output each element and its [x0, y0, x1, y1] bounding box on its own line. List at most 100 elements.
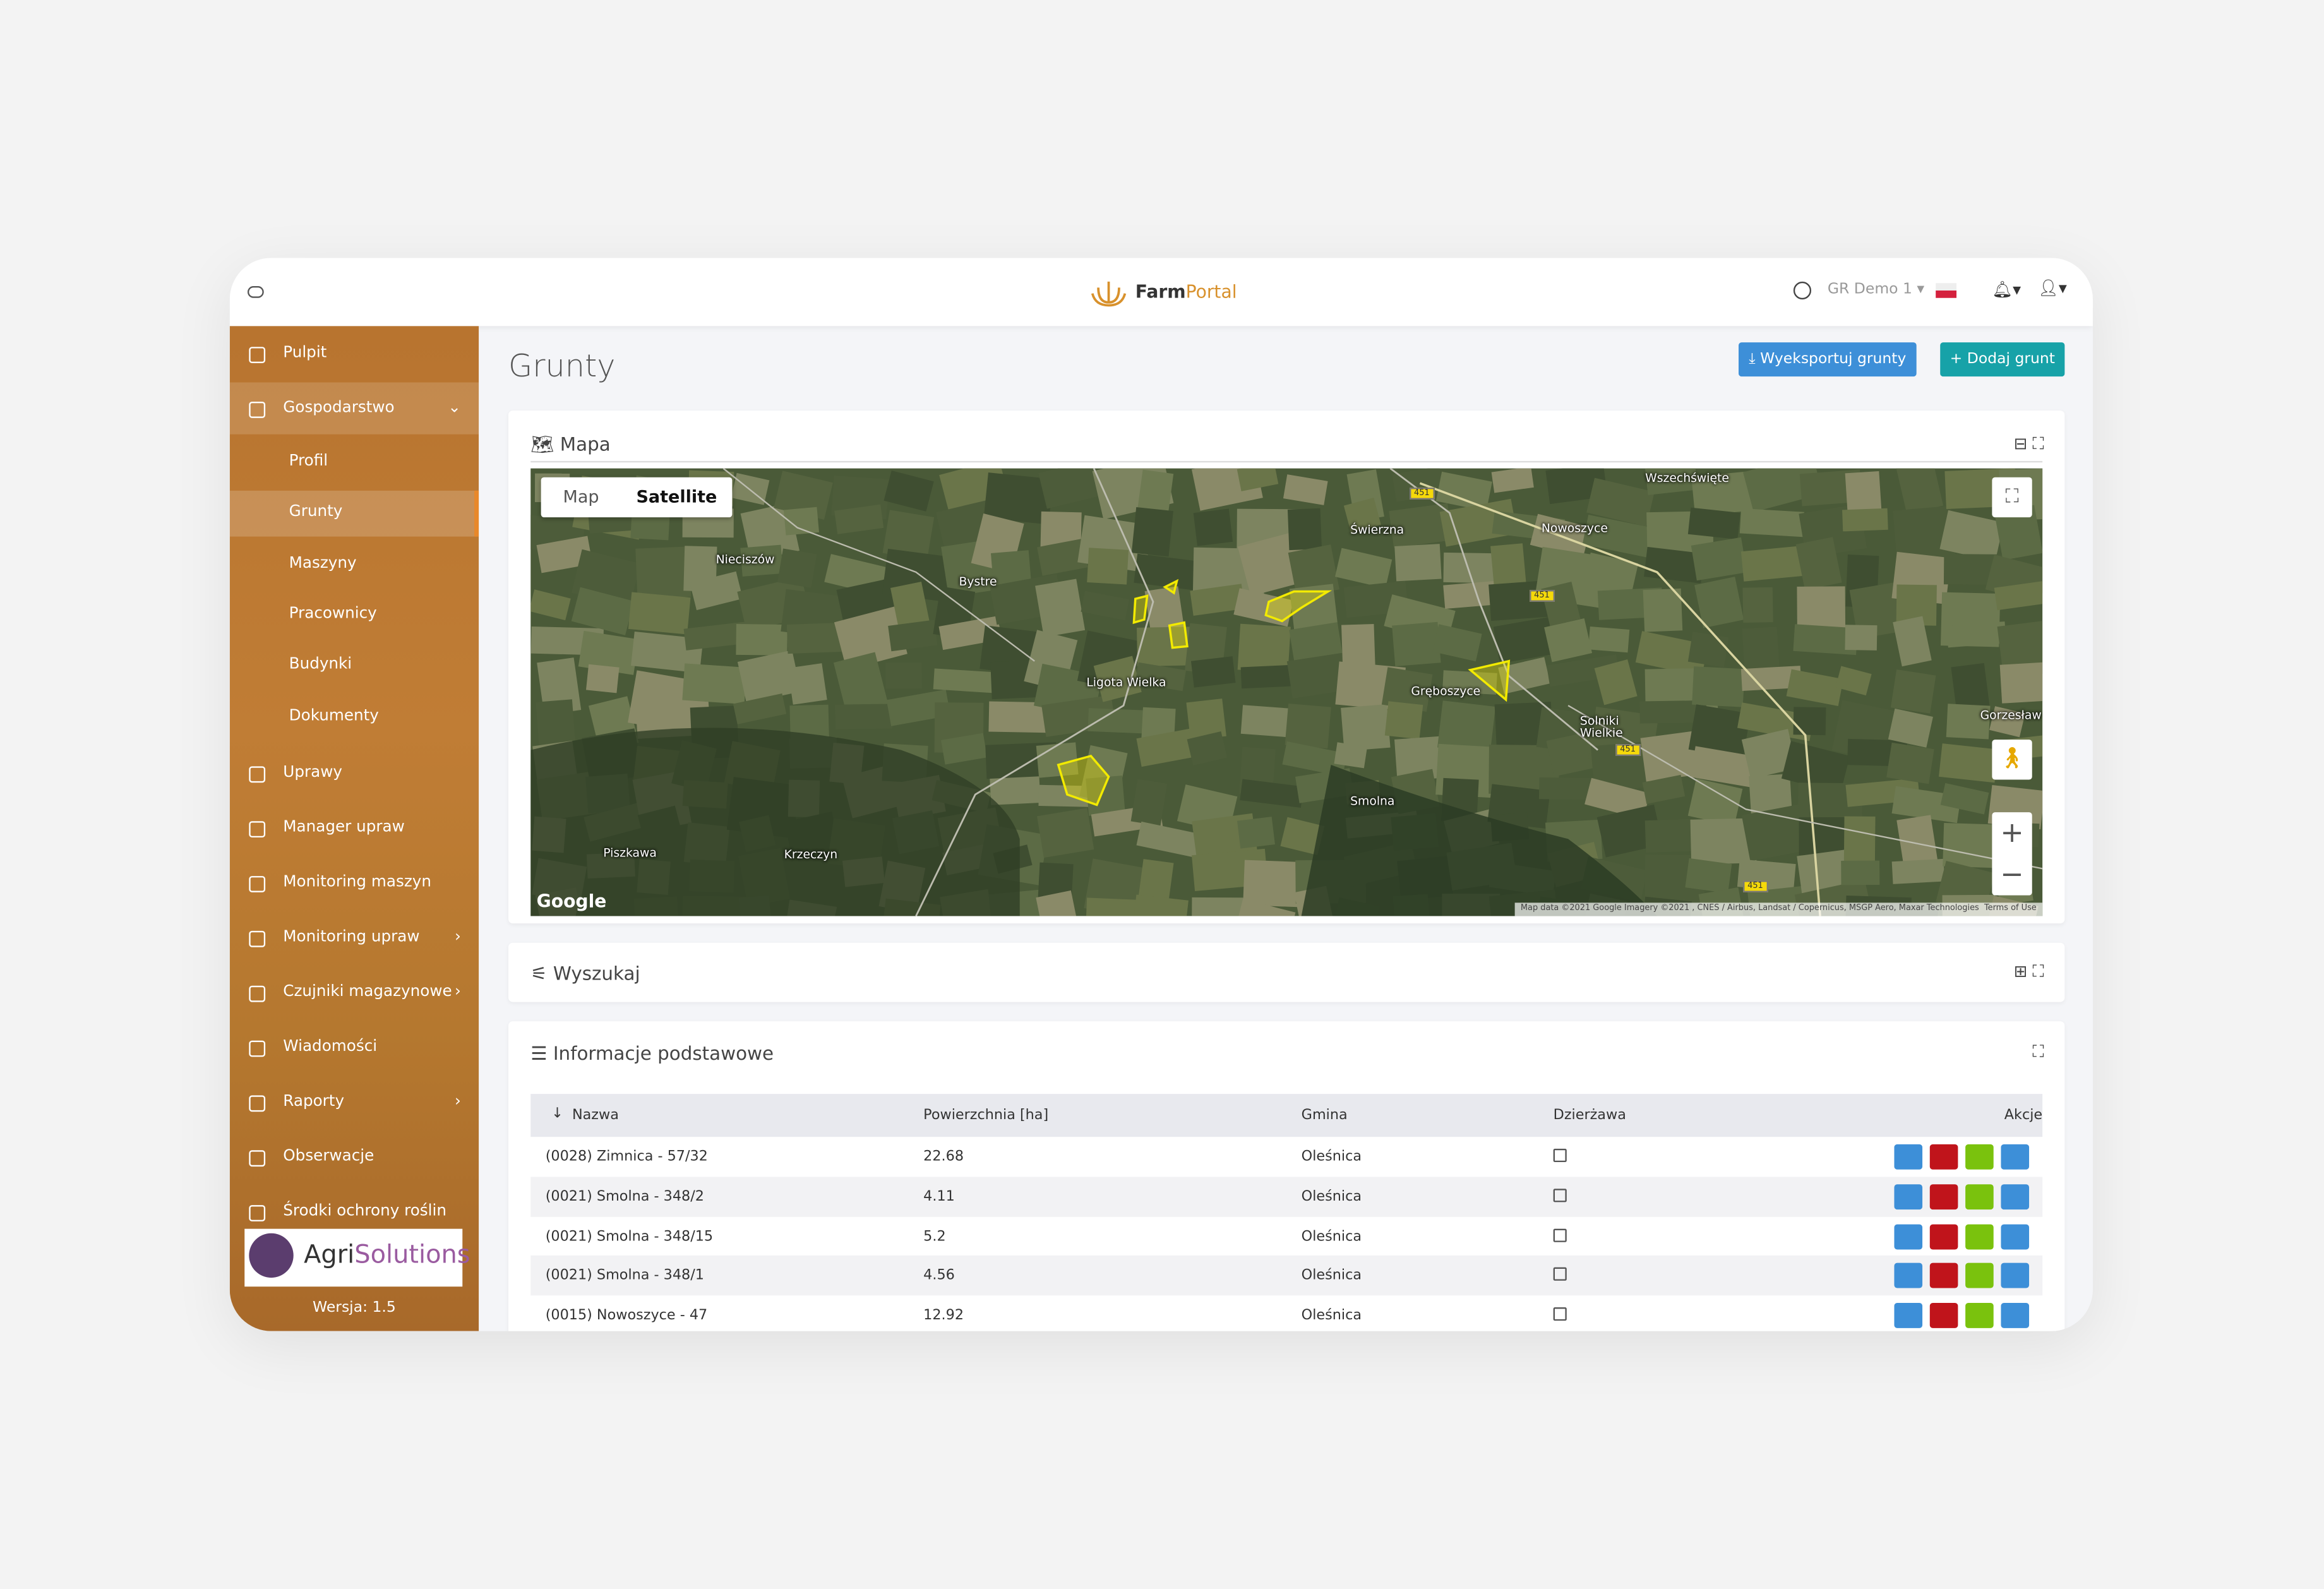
field: [1888, 708, 1933, 748]
field: [1439, 498, 1518, 547]
parcels[interactable]: [1057, 579, 1511, 806]
field: [1240, 779, 1304, 808]
search-controls[interactable]: ⊞ ⛶: [2013, 962, 2044, 981]
field: [1186, 699, 1226, 741]
column-header[interactable]: Powierzchnia [ha]: [923, 1107, 1049, 1124]
field: [1341, 704, 1391, 752]
flag[interactable]: [1936, 283, 1957, 298]
menu-label: Grunty: [289, 503, 343, 521]
menu-icon: [249, 402, 266, 418]
table-cell: Oleśnica: [1301, 1268, 1362, 1285]
zoom-control[interactable]: + −: [1992, 812, 2032, 896]
field: [1687, 632, 1729, 668]
field: [1191, 897, 1253, 916]
column-header[interactable]: Dzierżawa: [1553, 1107, 1626, 1124]
action-button[interactable]: [2001, 1184, 2030, 1209]
action-button[interactable]: [1894, 1184, 1923, 1209]
map-header: 🗺︎ Mapa: [530, 433, 611, 455]
lease-checkbox[interactable]: [1553, 1228, 1567, 1242]
column-header[interactable]: Akcje: [2004, 1107, 2043, 1124]
field: [1280, 817, 1325, 855]
satellite-tab[interactable]: Satellite: [636, 486, 717, 507]
field: [883, 471, 934, 512]
action-button[interactable]: [2001, 1223, 2030, 1249]
user-icon[interactable]: 👤︎▾: [2038, 279, 2067, 298]
export-label: Wyeksportuj grunty: [1760, 351, 1907, 368]
action-button[interactable]: [1965, 1303, 1994, 1329]
map-controls[interactable]: ⊟ ⛶: [2013, 434, 2044, 454]
field: [834, 504, 884, 534]
field: [1389, 503, 1452, 548]
active-group: [229, 382, 479, 435]
terms[interactable]: Terms of Use: [1984, 904, 2037, 913]
field: [1635, 631, 1709, 676]
toggle-icon[interactable]: [247, 285, 264, 298]
add-button[interactable]: + Dodaj grunt: [1940, 342, 2065, 377]
map: Wszechświęte Nowoszyce Świerzna Nieciszów By…: [530, 468, 2043, 916]
action-button[interactable]: [1965, 1263, 1994, 1289]
action-button[interactable]: [1894, 1303, 1923, 1329]
action-button[interactable]: [2001, 1303, 2030, 1329]
lease-checkbox[interactable]: [1553, 1307, 1567, 1321]
table-cell: Oleśnica: [1301, 1188, 1362, 1205]
row-stripe: [530, 1256, 2043, 1297]
place-label: Smolna: [1350, 794, 1395, 808]
field: [1688, 704, 1751, 759]
info-fullscreen[interactable]: ⛶: [2032, 1041, 2044, 1062]
menu-label: Profil: [289, 452, 328, 470]
field: [1432, 624, 1482, 662]
add-label: Dodaj grunt: [1967, 351, 2055, 368]
fullscreen-button[interactable]: ⛶: [1992, 477, 2032, 518]
field: [1946, 621, 2007, 648]
column-header[interactable]: Nazwa: [572, 1107, 619, 1124]
menu-icon: [249, 821, 266, 838]
lease-checkbox[interactable]: [1553, 1268, 1567, 1281]
field: [571, 587, 635, 635]
street-view[interactable]: 🚶︎: [1992, 740, 2032, 780]
place-label: Piszkawa: [603, 846, 657, 860]
field: [990, 776, 1041, 805]
field: [1443, 580, 1499, 609]
map-tab[interactable]: Map: [563, 486, 599, 507]
user-select[interactable]: GR Demo 1 ▾: [1827, 281, 1925, 298]
action-button[interactable]: [1929, 1263, 1958, 1289]
action-button[interactable]: [2001, 1144, 2030, 1170]
divider: [530, 460, 2043, 463]
field: [1285, 703, 1331, 749]
action-button[interactable]: [1929, 1184, 1958, 1209]
action-button[interactable]: [1929, 1144, 1958, 1170]
action-button[interactable]: [1894, 1263, 1923, 1289]
field: [882, 510, 935, 561]
action-button[interactable]: [1965, 1223, 1994, 1249]
column-header[interactable]: Gmina: [1301, 1107, 1348, 1124]
action-button[interactable]: [1894, 1223, 1923, 1249]
field: [1442, 670, 1497, 695]
partner-icon: [249, 1233, 294, 1278]
field: [683, 621, 753, 651]
field: [690, 571, 743, 611]
action-button[interactable]: [2001, 1263, 2030, 1289]
search-header[interactable]: ⚟ Wyszukaj: [530, 962, 640, 985]
field: [1036, 890, 1077, 916]
field: [1037, 808, 1094, 858]
field: [1237, 817, 1275, 849]
field: [1283, 474, 1328, 505]
action-button[interactable]: [1965, 1184, 1994, 1209]
field: [1288, 544, 1339, 598]
export-button[interactable]: ⤓ Wyeksportuj grunty: [1739, 342, 1917, 377]
sort-icon: ↓: [551, 1105, 563, 1122]
field: [1742, 587, 1773, 623]
field: [631, 631, 704, 673]
action-button[interactable]: [1894, 1144, 1923, 1170]
field: [783, 507, 819, 536]
field: [1797, 783, 1863, 822]
lease-checkbox[interactable]: [1553, 1148, 1567, 1163]
place-label: Krzeczyn: [784, 848, 838, 861]
action-button[interactable]: [1929, 1223, 1958, 1249]
lease-checkbox[interactable]: [1553, 1188, 1567, 1202]
field: [536, 699, 576, 748]
action-button[interactable]: [1929, 1303, 1958, 1329]
action-button[interactable]: [1965, 1144, 1994, 1170]
bell[interactable]: 🔔︎▾: [1992, 280, 2022, 300]
help-icon[interactable]: [1793, 281, 1812, 300]
